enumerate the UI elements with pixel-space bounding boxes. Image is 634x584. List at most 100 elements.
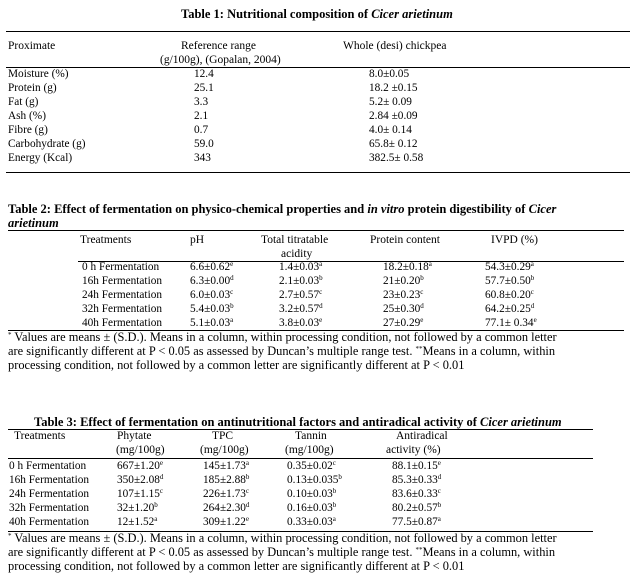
table1-row-reference-value: 59.0 (194, 138, 214, 150)
table1-top-rule (6, 31, 630, 32)
table3-row-tannin-letter: b (332, 501, 337, 509)
table3-row-phytate-value: 12±1.52 (117, 516, 155, 528)
table3-row-tannin: 0.10±0.03b (287, 488, 336, 501)
table3-row-phytate-letter: e (159, 459, 164, 467)
table2-row-label: 16h Fermentation (82, 275, 162, 287)
table1-row-whole-value: 5.2± 0.09 (369, 96, 412, 108)
table2-row-ph-letter: a (230, 316, 234, 324)
table2-row-ivpd: 77.1± 0.34e (485, 317, 537, 330)
table3-bottom-rule (8, 531, 593, 532)
table1-row-whole-value: 382.5± 0.58 (369, 152, 424, 164)
table2-caption-text-1: Table 2: Effect of fermentation on physi… (8, 202, 368, 216)
table1-row-label: Protein (g) (8, 82, 57, 94)
table1-row-whole: 4.0± 0.14 (369, 124, 412, 136)
table3-row-phytate-letter: c (159, 487, 164, 495)
table3-top-rule (8, 429, 593, 430)
table3-row-tpc: 309±1.22e (203, 516, 249, 529)
table2-row-tta: 2.1±0.03b (279, 275, 323, 288)
table3-row-label-value: 40h Fermentation (9, 516, 90, 528)
table2-row-protein-letter: c (420, 288, 424, 296)
table3-row-tannin: 0.16±0.03b (287, 501, 337, 515)
table1-row-label: Energy (Kcal) (8, 152, 72, 164)
table3-row-tpc-value: 226±1.73 (203, 488, 246, 500)
table3-row-antiradical-letter: a (437, 515, 441, 523)
table2-row-label: 40h Fermentation (82, 317, 162, 329)
table3-row-phytate: 350±2.08d (117, 473, 164, 487)
table1-row-whole-value: 8.0±0.05 (369, 68, 410, 80)
table3-row-antiradical: 80.2±0.57b (392, 501, 442, 515)
table2-caption-italic-1: in vitro (367, 202, 405, 216)
table1-row-reference-value: 3.3 (194, 96, 209, 108)
table2-row-protein-value: 23±0.23 (383, 289, 421, 301)
table1-header-reference-2: (g/100g), (Gopalan, 2004) (160, 54, 281, 66)
table2-row-tta: 3.2±0.57d (279, 303, 323, 316)
table3-caption: Table 3: Effect of fermentation on antin… (34, 415, 562, 430)
table3-row-label: 0 h Fermentation (9, 460, 86, 472)
table3-row-tpc-letter: b (245, 473, 250, 481)
table2-caption-line1: Table 2: Effect of fermentation on physi… (8, 202, 556, 217)
table2-row-protein: 25±0.30d (383, 303, 424, 316)
table1-row-whole-value: 65.8± 0.12 (369, 138, 418, 150)
table2-row-ph-value: 5.1±0.03 (190, 317, 231, 329)
table2-caption-text-2: protein digestibility of (404, 202, 529, 216)
table3-row-tpc-value: 145±1.73 (203, 460, 246, 472)
table3-row-phytate-letter: d (159, 473, 164, 481)
table2-row-ivpd-letter: a (530, 260, 534, 268)
table3-row-label: 16h Fermentation (9, 474, 89, 486)
table2-row-ivpd-letter: c (530, 288, 534, 296)
table3-row-tannin-value: 0.10±0.03 (287, 488, 333, 500)
table3-row-tpc-letter: a (245, 459, 250, 467)
table2-row-tta-value: 1.4±0.03 (279, 261, 320, 273)
table2-row-ivpd-letter: d (530, 302, 535, 310)
table3-footnote-mark: * (8, 532, 12, 540)
table2-row-ph-value: 6.0±0.03 (190, 289, 231, 301)
table1-row-reference: 25.1 (194, 82, 214, 94)
table2-row-label: 24h Fermentation (82, 289, 162, 301)
table1-row-label-value: Protein (g) (8, 82, 57, 94)
table3-row-antiradical-value: 85.3±0.33 (392, 474, 438, 486)
table3-header-phytate-2: (mg/100g) (116, 444, 165, 456)
table2-row-ph: 6.0±0.03c (190, 289, 233, 302)
table2-row-ivpd-value: 60.8±0.20 (485, 289, 531, 301)
table3-row-tannin: 0.33±0.03a (287, 516, 336, 529)
table2-row-protein-value: 27±0.29 (383, 317, 421, 329)
table3-row-antiradical-letter: b (437, 501, 442, 509)
table3-row-label: 24h Fermentation (9, 488, 89, 500)
table3-row-tannin-value: 0.33±0.03 (287, 516, 333, 528)
table1-caption-species: Cicer arietinum (371, 7, 453, 21)
table1-row-reference: 59.0 (194, 138, 214, 150)
table2-row-ph: 6.3±0.00d (190, 275, 234, 288)
table2-footnote-text-1: Values are means ± (S.D.). Means in a co… (14, 330, 557, 344)
table1-row-whole: 8.0±0.05 (369, 68, 409, 80)
table2-row-ph-value: 6.3±0.00 (190, 275, 231, 287)
table2-header-protein: Protein content (370, 234, 440, 246)
table2-row-ph-value: 6.6±0.62 (190, 261, 231, 273)
table1-row-whole: 65.8± 0.12 (369, 138, 418, 150)
table3-row-antiradical-value: 80.2±0.57 (392, 502, 438, 514)
table3-row-tpc: 264±2.30d (203, 502, 249, 515)
table3-row-tpc-value: 309±1.22 (203, 516, 246, 528)
table2-caption-italic-2: Cicer (528, 202, 557, 216)
table3-footnote-line1: * Values are means ± (S.D.). Means in a … (8, 531, 557, 545)
table1-row-label-value: Carbohydrate (g) (8, 138, 86, 150)
table2-row-label-value: 24h Fermentation (82, 289, 163, 301)
table1-row-whole-value: 4.0± 0.14 (369, 124, 412, 136)
table1-row-whole: 5.2± 0.09 (369, 96, 412, 108)
table1-row-reference: 343 (194, 152, 211, 164)
table3-row-phytate-letter: b (154, 501, 158, 509)
table3-row-tpc-letter: c (245, 487, 250, 495)
table2-row-tta-value: 3.8±0.03 (279, 317, 320, 329)
table3-row-phytate: 32±1.20b (117, 501, 158, 515)
table1-row-label: Carbohydrate (g) (8, 138, 85, 150)
table2-header-tta-1: Total titratable (261, 234, 329, 246)
table3-row-antiradical-value: 88.1±0.15 (392, 460, 438, 472)
table2-footnote-text-2b: Means in a column, within (422, 344, 556, 359)
table1-row-whole-value: 18.2 ±0.15 (369, 82, 418, 94)
table1-caption: Table 1: Nutritional composition of Cice… (181, 7, 453, 22)
table3-row-label-value: 32h Fermentation (9, 502, 90, 514)
table1-row-label-value: Moisture (%) (8, 68, 69, 80)
table2-row-ivpd-value: 54.3±0.29 (485, 261, 531, 273)
table3-row-tpc: 226±1.73c (203, 487, 250, 501)
table2-row-ph: 5.4±0.03b (190, 303, 234, 316)
table2-row-ph: 5.1±0.03a (190, 316, 234, 330)
